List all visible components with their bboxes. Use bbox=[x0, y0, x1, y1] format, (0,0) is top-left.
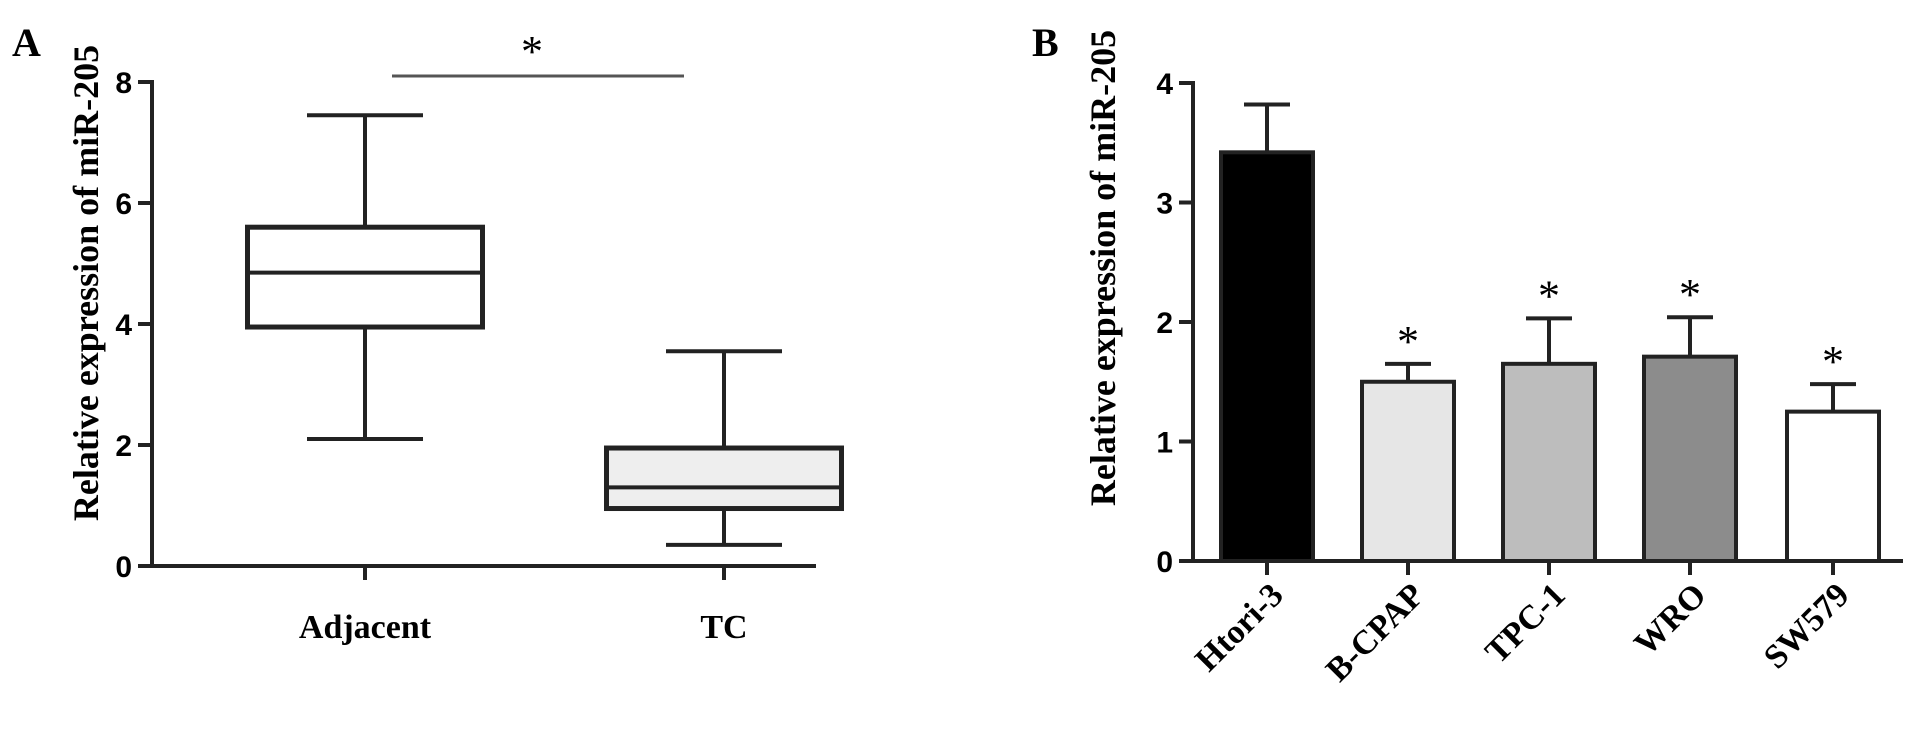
panel-a-boxplot: A Relative expression of miR-205 0 2 4 6 8 Ad… bbox=[12, 20, 844, 646]
panel-b-y-tick-label: 1 bbox=[1156, 427, 1173, 460]
panel-a-y-tick-label: 0 bbox=[115, 551, 132, 584]
bar bbox=[1501, 361, 1597, 564]
panel-b-y-tick-label: 4 bbox=[1156, 68, 1173, 101]
bar-significance-star: * bbox=[1397, 317, 1419, 366]
panel-a-y-tick-label: 6 bbox=[115, 188, 132, 221]
panel-b-y-tick-label: 0 bbox=[1156, 546, 1173, 579]
panel-a-y-tick-label: 4 bbox=[115, 309, 132, 342]
panel-a-axes: 0 2 4 6 8 Adjacent TC bbox=[115, 67, 816, 646]
panel-b-marks: * * * * bbox=[1219, 102, 1881, 564]
bar bbox=[1360, 379, 1456, 563]
panel-b-category-label: B-CPAP bbox=[1319, 576, 1432, 689]
significance-star: * bbox=[521, 27, 543, 76]
panel-b-y-axis-title: Relative expression of miR-205 bbox=[1083, 30, 1123, 506]
panel-a-y-tick-label: 2 bbox=[115, 430, 132, 463]
box-iqr bbox=[245, 224, 485, 330]
panel-b-category-label: WRO bbox=[1627, 576, 1713, 662]
panel-a-letter: A bbox=[12, 20, 41, 65]
bar bbox=[1219, 150, 1315, 563]
panel-b-category-label: SW579 bbox=[1757, 576, 1857, 676]
panel-b-barchart: B Relative expression of miR-205 0 1 2 3 4 Ht… bbox=[1032, 20, 1903, 689]
panel-a-y-axis-title: Relative expression of miR-205 bbox=[66, 45, 106, 521]
panel-a-category-label: TC bbox=[700, 609, 747, 646]
bar-significance-star: * bbox=[1679, 270, 1701, 319]
panel-b-category-label: TPC-1 bbox=[1478, 576, 1572, 670]
panel-b-category-label: Htori-3 bbox=[1188, 576, 1290, 678]
bar-significance-star: * bbox=[1538, 271, 1560, 320]
bar-significance-star: * bbox=[1822, 337, 1844, 386]
panel-a-marks: * bbox=[245, 27, 844, 547]
panel-b-y-tick-label: 2 bbox=[1156, 307, 1173, 340]
panel-a-category-label: Adjacent bbox=[299, 609, 432, 646]
panel-b-y-tick-label: 3 bbox=[1156, 188, 1173, 221]
bar bbox=[1642, 354, 1738, 563]
panel-a-y-tick-label: 8 bbox=[115, 67, 132, 100]
bar bbox=[1785, 409, 1881, 563]
panel-b-letter: B bbox=[1032, 20, 1059, 65]
box-iqr bbox=[604, 445, 844, 512]
